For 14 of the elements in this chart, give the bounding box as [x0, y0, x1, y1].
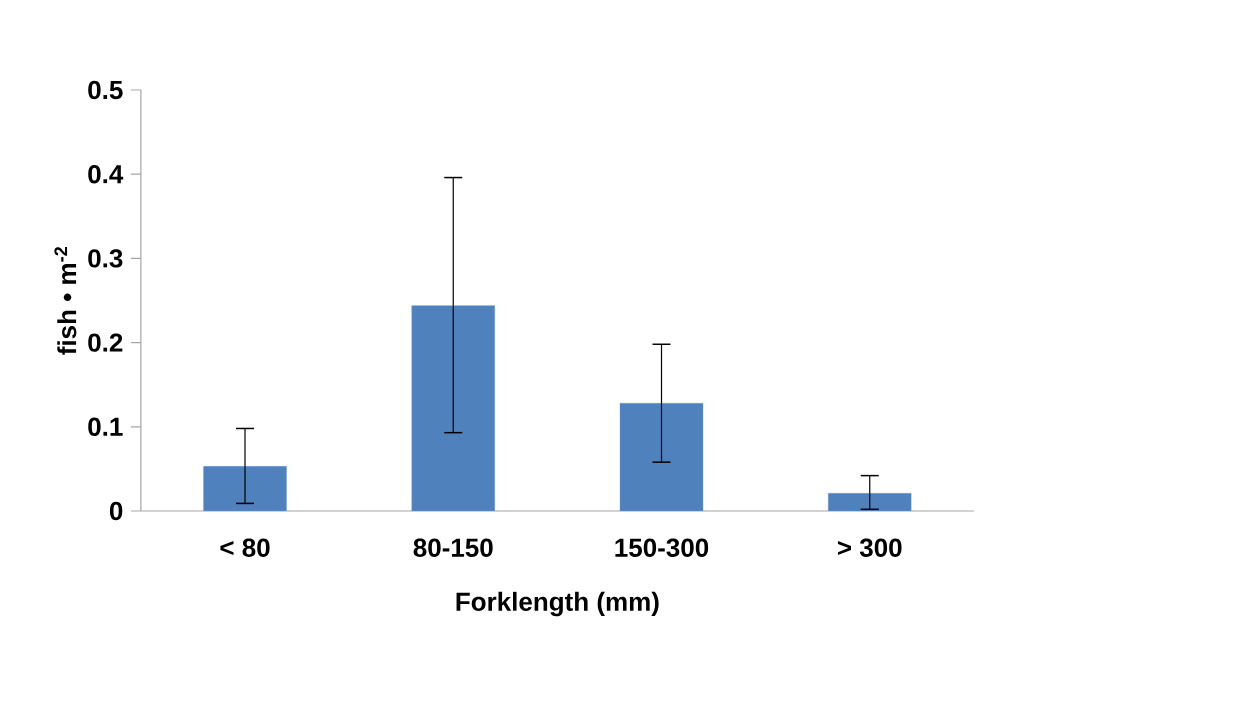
x-tick-label: 80-150: [413, 538, 493, 557]
y-axis-title: fish • m$^{-2}$: [54, 246, 77, 355]
y-tick-label: 0: [109, 501, 123, 521]
bar: [828, 493, 912, 511]
x-tick-label: 150-300: [615, 538, 709, 557]
y-tick-label: 0.2: [88, 333, 123, 352]
y-tick-label: 0.5: [88, 80, 123, 100]
y-tick-label: 0.3: [88, 249, 123, 268]
bar: [203, 466, 287, 511]
y-tick-label: 0.1: [88, 417, 123, 436]
x-tick-label: > 300: [837, 538, 902, 557]
y-tick-label: 0.4: [88, 164, 124, 184]
x-tick-label: < 80: [220, 538, 270, 557]
x-axis-title: Forklength (mm): [456, 591, 659, 617]
